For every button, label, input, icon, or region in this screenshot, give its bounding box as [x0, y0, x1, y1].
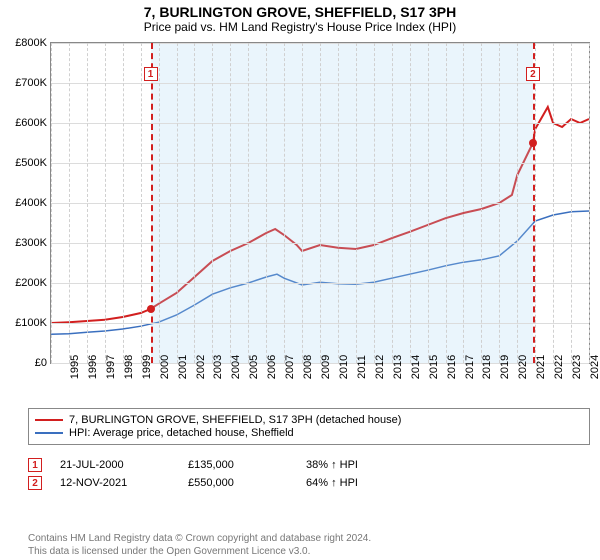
y-axis-label: £800K: [15, 37, 47, 49]
chart-plot: £0£100K£200K£300K£400K£500K£600K£700K£80…: [50, 42, 590, 364]
grid-v: [230, 43, 231, 363]
grid-v: [553, 43, 554, 363]
grid-v: [69, 43, 70, 363]
grid-v: [571, 43, 572, 363]
legend-item: HPI: Average price, detached house, Shef…: [35, 427, 583, 439]
grid-v: [410, 43, 411, 363]
event-point: [147, 305, 155, 313]
event-note: 64% ↑ HPI: [306, 477, 358, 489]
y-axis-label: £300K: [15, 237, 47, 249]
legend-label: 7, BURLINGTON GROVE, SHEFFIELD, S17 3PH …: [69, 414, 401, 426]
grid-v: [374, 43, 375, 363]
y-axis-label: £200K: [15, 277, 47, 289]
event-marker-box: 1: [144, 67, 158, 81]
y-axis-label: £100K: [15, 317, 47, 329]
grid-v: [177, 43, 178, 363]
chart-subtitle: Price paid vs. HM Land Registry's House …: [0, 20, 600, 36]
grid-v: [105, 43, 106, 363]
event-point: [529, 139, 537, 147]
grid-v: [194, 43, 195, 363]
y-axis-label: £400K: [15, 197, 47, 209]
legend-swatch: [35, 419, 63, 421]
footer-line: This data is licensed under the Open Gov…: [28, 546, 590, 559]
grid-v: [266, 43, 267, 363]
grid-v: [499, 43, 500, 363]
event-date: 12-NOV-2021: [60, 477, 170, 489]
grid-v: [320, 43, 321, 363]
chart-title: 7, BURLINGTON GROVE, SHEFFIELD, S17 3PH: [0, 0, 600, 20]
legend-label: HPI: Average price, detached house, Shef…: [69, 427, 294, 439]
grid-v: [284, 43, 285, 363]
footer-attribution: Contains HM Land Registry data © Crown c…: [28, 533, 590, 558]
y-axis-label: £500K: [15, 157, 47, 169]
event-row: 2 12-NOV-2021 £550,000 64% ↑ HPI: [28, 476, 590, 490]
event-note: 38% ↑ HPI: [306, 459, 358, 471]
x-axis-label: 2025: [589, 355, 600, 379]
grid-v: [212, 43, 213, 363]
event-id-box: 2: [28, 476, 42, 490]
y-axis-label: £600K: [15, 117, 47, 129]
grid-v: [338, 43, 339, 363]
event-line: [151, 43, 153, 363]
event-date: 21-JUL-2000: [60, 459, 170, 471]
event-marker-box: 2: [526, 67, 540, 81]
event-id-box: 1: [28, 458, 42, 472]
event-row: 1 21-JUL-2000 £135,000 38% ↑ HPI: [28, 458, 590, 472]
event-price: £135,000: [188, 459, 288, 471]
grid-v: [463, 43, 464, 363]
grid-v: [51, 43, 52, 363]
legend: 7, BURLINGTON GROVE, SHEFFIELD, S17 3PH …: [28, 408, 590, 445]
grid-v: [141, 43, 142, 363]
legend-swatch: [35, 432, 63, 434]
y-axis-label: £700K: [15, 77, 47, 89]
grid-v: [535, 43, 536, 363]
event-line: [533, 43, 535, 363]
grid-v: [123, 43, 124, 363]
legend-item: 7, BURLINGTON GROVE, SHEFFIELD, S17 3PH …: [35, 414, 583, 426]
grid-v: [159, 43, 160, 363]
grid-v: [481, 43, 482, 363]
grid-v: [87, 43, 88, 363]
grid-v: [302, 43, 303, 363]
grid-v: [248, 43, 249, 363]
grid-v: [446, 43, 447, 363]
y-axis-label: £0: [35, 357, 47, 369]
grid-v: [517, 43, 518, 363]
events-table: 1 21-JUL-2000 £135,000 38% ↑ HPI 2 12-NOV-202…: [28, 454, 590, 494]
grid-v: [356, 43, 357, 363]
footer-line: Contains HM Land Registry data © Crown c…: [28, 533, 590, 546]
event-price: £550,000: [188, 477, 288, 489]
grid-v: [392, 43, 393, 363]
grid-v: [428, 43, 429, 363]
grid-v: [589, 43, 590, 363]
